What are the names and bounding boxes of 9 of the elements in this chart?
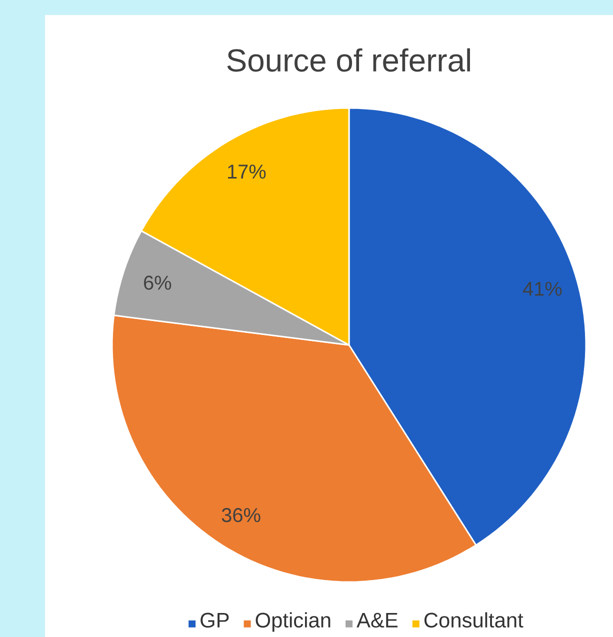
legend-label: Optician — [256, 612, 330, 632]
data-label: 36% — [222, 508, 260, 522]
data-label: 6% — [144, 276, 172, 290]
data-label: 41% — [522, 282, 562, 296]
legend-label: A&E — [356, 612, 398, 628]
chart-title: Source of referral — [227, 48, 470, 72]
legend-label: Consultant — [424, 612, 524, 628]
legend-label: GP — [200, 612, 229, 628]
data-label: 17% — [228, 164, 266, 179]
